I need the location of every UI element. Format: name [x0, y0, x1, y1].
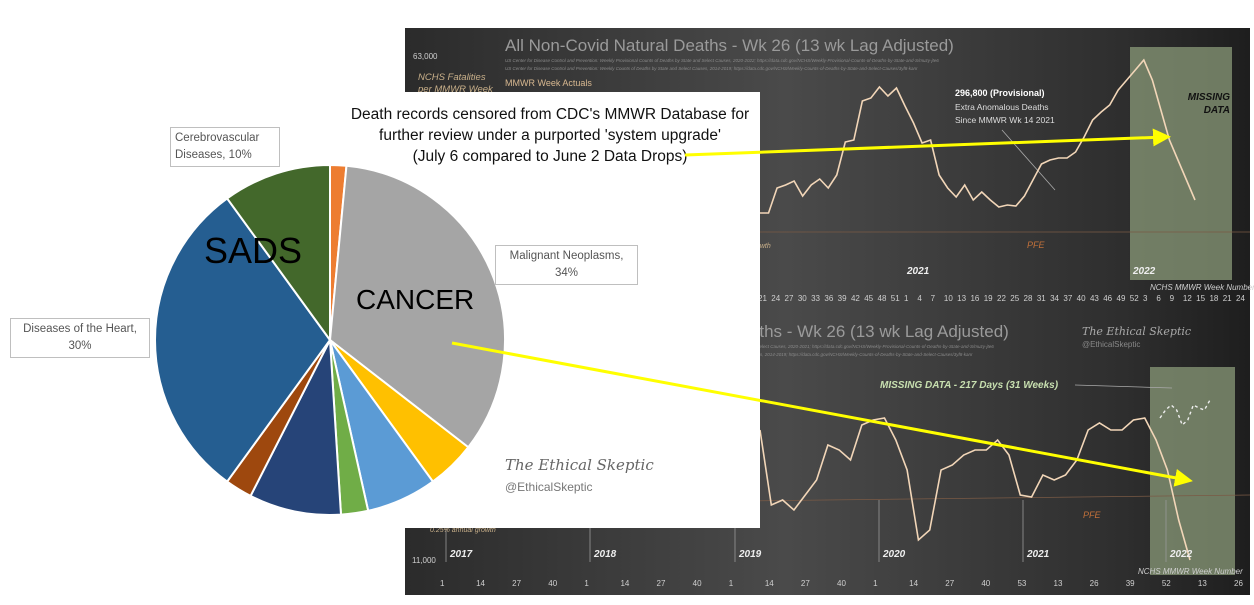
x-tick-label: 1: [584, 579, 589, 588]
x-tick-label: 48: [877, 294, 887, 303]
chart-watermark-handle: @EthicalSkeptic: [1082, 340, 1141, 349]
x-tick-label: 19: [983, 294, 993, 303]
year-label: 2022: [1133, 266, 1156, 277]
x-tick-label: 24: [771, 294, 781, 303]
annotation-line2: Extra Anomalous Deaths: [955, 102, 1049, 112]
x-axis-title: NCHS MMWR Week Number: [1150, 283, 1254, 292]
x-tick-label: 37: [1063, 294, 1073, 303]
x-tick-label: 39: [1125, 579, 1135, 588]
x-tick-label: 52: [1129, 294, 1139, 303]
source-2: US Center for Disease Control and Preven…: [505, 66, 918, 71]
x-tick-label: 14: [909, 579, 919, 588]
x-tick-label: 45: [864, 294, 874, 303]
cancer-label: CANCER: [356, 284, 475, 315]
x-tick-label: 1: [873, 579, 878, 588]
year-label: 2019: [739, 549, 762, 560]
x-tick-label: 13: [957, 294, 967, 303]
x-tick-label: 31: [1036, 294, 1046, 303]
callout-malignant: Malignant Neoplasms, 34%: [495, 245, 638, 285]
x-tick-label: 22: [997, 294, 1006, 303]
top-chart-title: All Non-Covid Natural Deaths - Wk 26 (13…: [505, 36, 954, 55]
source-1: US Center for Disease Control and Preven…: [505, 58, 939, 63]
x-tick-label: 26: [1234, 579, 1243, 588]
x-tick-label: 34: [1050, 294, 1060, 303]
x-tick-label: 18: [1209, 294, 1219, 303]
headline-line: Death records censored from CDC's MMWR D…: [350, 106, 750, 123]
callout-heart: Diseases of the Heart, 30%: [10, 318, 150, 358]
x-tick-label: 13: [1197, 579, 1207, 588]
x-tick-label: 36: [824, 294, 834, 303]
year-label: 2020: [883, 549, 906, 560]
year-label: 2021: [1027, 549, 1050, 560]
headline-line: further review under a purported 'system…: [379, 127, 721, 144]
missing-data-label: MISSING DATA - 217 Days (31 Weeks): [880, 380, 1059, 391]
x-tick-label: 13: [1053, 579, 1063, 588]
x-tick-label: 46: [1103, 294, 1113, 303]
y-top-label: 63,000: [413, 52, 438, 61]
x-tick-label: 12: [1182, 294, 1192, 303]
x-axis-title: NCHS MMWR Week Number: [1138, 567, 1243, 576]
headline: Death records censored from CDC's MMWR D…: [340, 104, 760, 167]
pfe-label: PFE: [1027, 240, 1045, 250]
year-label: 2021: [907, 266, 930, 277]
y-axis-label: NCHS Fatalities per MMWR Week: [418, 72, 493, 95]
headline-line: (July 6 compared to June 2 Data Drops): [412, 148, 688, 165]
watermark: The Ethical Skeptic: [505, 456, 654, 474]
x-tick-label: 1: [728, 579, 734, 588]
annotation-line3: Since MMWR Wk 14 2021: [955, 115, 1055, 125]
x-tick-label: 39: [837, 294, 847, 303]
missing-data-label: MISSING DATA: [1187, 92, 1230, 116]
x-tick-label: 42: [850, 294, 860, 303]
x-tick-label: 14: [764, 579, 774, 588]
x-tick-label: 21: [1222, 294, 1232, 303]
x-tick-label: 27: [784, 294, 794, 303]
x-tick-label: 40: [1076, 294, 1086, 303]
annotation-value: 296,800 (Provisional): [955, 88, 1045, 98]
x-tick-label: 40: [837, 579, 846, 588]
y-bottom-label: 11,000: [412, 556, 436, 565]
x-tick-label: 27: [656, 579, 666, 588]
x-tick-label: 52: [1161, 579, 1171, 588]
x-tick-label: 43: [1089, 294, 1099, 303]
x-tick-label: 49: [1116, 294, 1126, 303]
year-label: 2018: [594, 549, 617, 560]
legend-actuals: MMWR Week Actuals: [505, 78, 592, 88]
x-tick-label: 27: [512, 579, 522, 588]
year-label: 2022: [1170, 549, 1193, 560]
growth-label: 0.25% annual growth: [430, 527, 496, 534]
x-tick-label: 27: [945, 579, 955, 588]
callout-cerebrovascular: Cerebrovascular Diseases, 10%: [170, 127, 280, 167]
pfe-label: PFE: [1083, 510, 1101, 520]
x-tick-label: 25: [1010, 294, 1020, 303]
x-tick-label: 21: [758, 294, 767, 303]
x-tick-label: 40: [692, 579, 702, 588]
x-tick-label: 7: [930, 294, 936, 303]
watermark-handle: @EthicalSkeptic: [505, 480, 593, 494]
sads-label: SADS: [204, 230, 303, 271]
x-tick-label: 40: [981, 579, 991, 588]
x-tick-label: 30: [797, 294, 807, 303]
x-tick-label: 53: [1017, 579, 1027, 588]
x-tick-label: 4: [917, 294, 922, 303]
x-tick-label: 14: [620, 579, 630, 588]
x-tick-label: 26: [1089, 579, 1099, 588]
x-tick-label: 9: [1169, 294, 1175, 303]
x-tick-label: 3: [1143, 294, 1148, 303]
x-tick-label: 16: [970, 294, 980, 303]
x-tick-label: 24: [1236, 294, 1245, 303]
x-tick-label: 51: [890, 294, 900, 303]
x-tick-label: 27: [800, 579, 810, 588]
x-tick-label: 10: [943, 294, 953, 303]
chart-watermark: The Ethical Skeptic: [1082, 325, 1192, 338]
x-tick-label: 15: [1196, 294, 1206, 303]
x-tick-label: 14: [476, 579, 485, 588]
x-tick-label: 40: [548, 579, 558, 588]
x-tick-label: 28: [1023, 294, 1033, 303]
x-tick-label: 1: [440, 579, 445, 588]
x-tick-label: 33: [811, 294, 821, 303]
year-label: 2017: [450, 549, 473, 560]
x-tick-label: 1: [904, 294, 909, 303]
x-tick-label: 6: [1156, 294, 1161, 303]
